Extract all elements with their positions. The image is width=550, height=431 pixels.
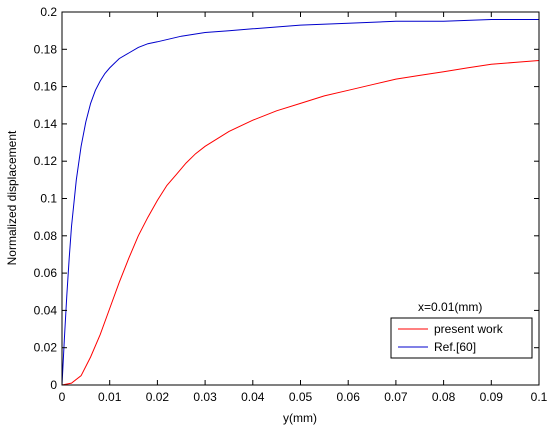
y-tick-label: 0.1	[40, 192, 57, 206]
x-tick-label: 0	[59, 390, 66, 404]
y-tick-label: 0.12	[34, 154, 58, 168]
x-tick-label: 0.01	[98, 390, 122, 404]
x-tick-label: 0.05	[289, 390, 313, 404]
legend: present work Ref.[60]	[390, 317, 533, 359]
y-tick-label: 0.04	[34, 303, 58, 317]
x-tick-label: 0.02	[146, 390, 170, 404]
x-tick-label: 0.04	[241, 390, 265, 404]
x-tick-label: 0.08	[432, 390, 456, 404]
legend-box	[390, 317, 533, 359]
legend-title: x=0.01(mm)	[418, 300, 482, 314]
series-line-0	[61, 60, 540, 386]
x-tick-label: 0.09	[480, 390, 504, 404]
y-tick-label: 0.18	[34, 42, 58, 56]
legend-label-present-work: present work	[434, 322, 504, 336]
y-tick-label: 0.02	[34, 341, 58, 355]
legend-label-ref60: Ref.[60]	[434, 340, 476, 354]
y-tick-label: 0.16	[34, 80, 58, 94]
series-line-1	[61, 19, 539, 386]
x-tick-label: 0.1	[531, 390, 548, 404]
x-tick-label: 0.03	[193, 390, 217, 404]
tick-layer: 0 0.01 0.02 0.03 0.04 0.05 0.06 0.07 0.08 0.09 0.1…	[34, 5, 548, 404]
y-tick-label: 0.08	[34, 229, 58, 243]
y-tick-label: 0.2	[40, 5, 57, 19]
y-tick-label: 0.06	[34, 266, 58, 280]
series-layer	[61, 19, 540, 386]
x-tick-label: 0.07	[384, 390, 408, 404]
y-tick-label: 0.14	[34, 117, 58, 131]
y-tick-label: 0	[50, 378, 57, 392]
y-axis-label: Normalized displacement	[5, 130, 19, 265]
x-tick-label: 0.06	[337, 390, 361, 404]
x-axis-label: y(mm)	[283, 411, 317, 425]
